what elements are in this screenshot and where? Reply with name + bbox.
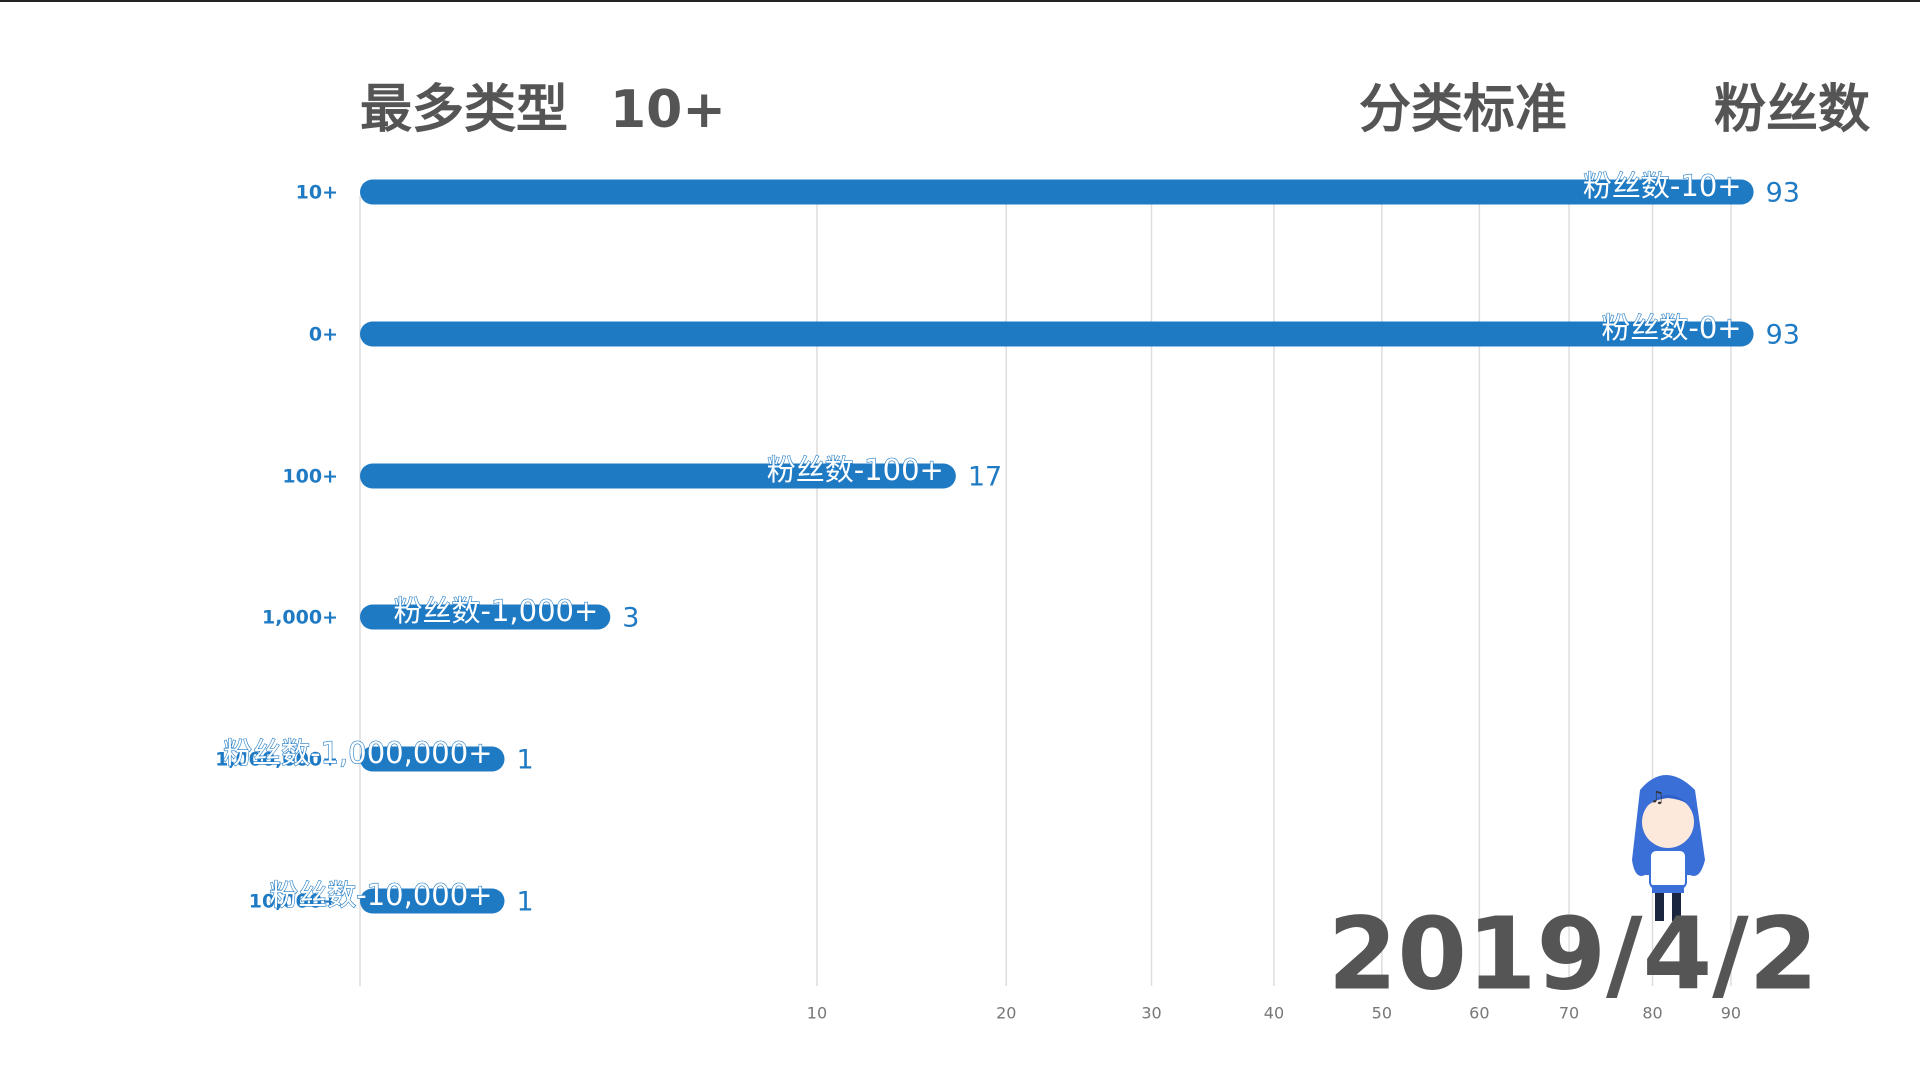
bar-label: 粉丝数-100+ [767,453,944,487]
category-label: 100+ [282,466,338,488]
x-tick-label: 60 [1469,1004,1489,1023]
bar [360,604,611,630]
value-label: 93 [1766,178,1800,209]
category-label: 10+ [296,182,338,204]
bar [360,746,505,772]
bar-label: 粉丝数-10+ [1583,169,1742,203]
bar-label: 粉丝数-0+ [1601,311,1741,345]
chart-title: 最多类型 [360,80,568,140]
value-label: 3 [622,603,639,634]
category-label: 1,000,000+ [215,749,338,771]
criterion-label: 分类标准 [1359,80,1567,140]
value-label: 17 [968,462,1002,493]
value-label: 93 [1766,320,1800,351]
category-label: 1,000+ [262,607,338,629]
x-tick-label: 80 [1642,1004,1662,1023]
bar [360,321,1754,347]
bar-label: 粉丝数-1,000+ [394,594,599,628]
date-label: 2019/4/2 [1328,895,1819,1012]
bars: 10+ 粉丝数-10+ 93 0+ 粉丝数-0+ 93 100+ 粉丝数-100+ 17 1,00… [215,168,1800,918]
category-label: 10,000+ [249,891,338,913]
title-value: 10+ [610,80,726,140]
x-tick-label: 10 [807,1004,827,1023]
value-label: 1 [517,745,534,776]
category-label: 0+ [309,324,338,346]
bar [360,179,1754,205]
x-tick-label: 40 [1264,1004,1284,1023]
svg-text:♫: ♫ [1650,788,1664,807]
x-tick-label: 90 [1721,1004,1741,1023]
bar-label: 粉丝数-1,000,000+ [223,736,492,770]
x-tick-label: 30 [1141,1004,1161,1023]
bar [360,888,505,914]
x-tick-label: 70 [1559,1004,1579,1023]
criterion-value: 粉丝数 [1714,80,1870,140]
mascot: ♫ [1632,775,1705,921]
value-label: 1 [517,887,534,918]
bar [360,463,956,489]
bar-label: 粉丝数-10,000+ [269,878,492,912]
x-tick-label: 20 [996,1004,1016,1023]
x-tick-label: 50 [1372,1004,1392,1023]
